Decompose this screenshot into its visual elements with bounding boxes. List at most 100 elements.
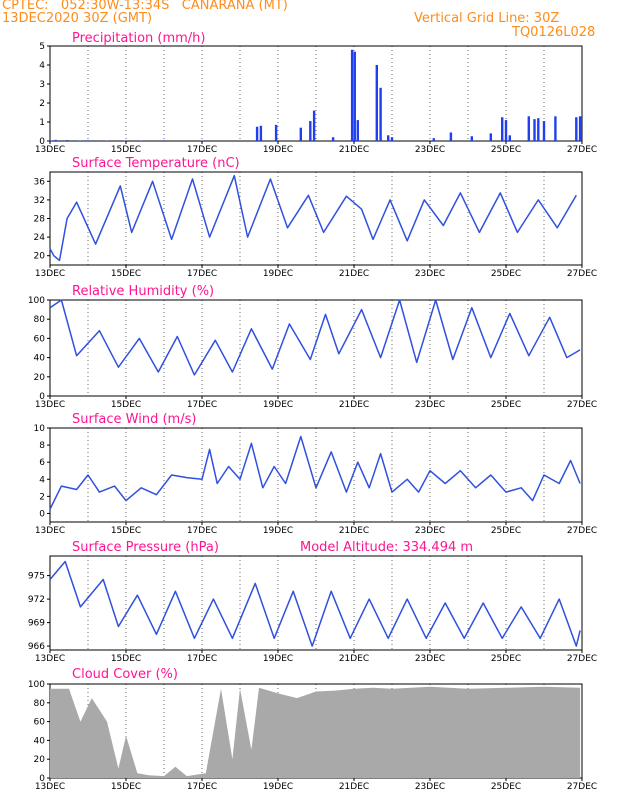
precipitation-bar <box>533 119 536 141</box>
pressure-xtick-label: 17DEC <box>187 654 217 664</box>
humidity-xtick-label: 25DEC <box>491 400 521 410</box>
precipitation-bar <box>432 138 435 141</box>
precipitation-bar <box>65 140 69 141</box>
precipitation-bar <box>259 125 263 141</box>
precipitation-ytick-label: 0 <box>39 137 45 147</box>
precipitation-bar <box>501 117 504 141</box>
precipitation-bar <box>54 139 57 141</box>
precipitation-xtick-label: 19DEC <box>263 145 293 155</box>
pressure-xtick-label: 25DEC <box>491 654 521 664</box>
pressure-ytick-label: 969 <box>28 619 45 629</box>
precipitation-bar <box>575 117 578 141</box>
pressure-xtick-label: 15DEC <box>111 654 141 664</box>
cloud-cover-area <box>50 686 581 778</box>
pressure-title: Surface Pressure (hPa) <box>72 540 219 555</box>
wind-xtick-label: 17DEC <box>187 526 217 536</box>
wind-xtick-label: 13DEC <box>35 526 65 536</box>
pressure-xtick-label: 13DEC <box>35 654 65 664</box>
pressure-ytick-label: 972 <box>28 595 45 605</box>
wind-series-line <box>49 435 581 510</box>
humidity-xtick-label: 27DEC <box>567 400 597 410</box>
precipitation-bar <box>255 126 259 141</box>
precipitation-bar <box>542 121 546 141</box>
wind-ytick-label: 6 <box>39 458 45 468</box>
temperature-xtick-label: 13DEC <box>35 269 65 279</box>
header-station: CPTEC: 052:30W-13:34S CANARANA (MT) <box>2 0 288 13</box>
precipitation-bar <box>449 132 453 141</box>
precipitation-xtick-label: 17DEC <box>187 145 217 155</box>
temperature-xtick-label: 21DEC <box>339 269 369 279</box>
pressure-annotation: Model Altitude: 334.494 m <box>300 540 473 555</box>
precipitation-bar <box>390 137 394 141</box>
humidity-ytick-label: 20 <box>34 373 46 383</box>
wind-xtick-label: 23DEC <box>415 526 445 536</box>
humidity-ytick-label: 0 <box>39 392 45 402</box>
precipitation-xtick-label: 13DEC <box>35 145 65 155</box>
cloud-cover-xtick-label: 15DEC <box>111 782 141 792</box>
humidity-xtick-label: 17DEC <box>187 400 217 410</box>
pressure-xtick-label: 23DEC <box>415 654 445 664</box>
precipitation-bar <box>49 140 52 141</box>
humidity-ytick-label: 80 <box>34 315 46 325</box>
cloud-cover-xtick-label: 17DEC <box>187 782 217 792</box>
temperature-xtick-label: 27DEC <box>567 269 597 279</box>
temperature-xtick-label: 23DEC <box>415 269 445 279</box>
temperature-ytick-label: 20 <box>34 252 46 262</box>
temperature-ytick-label: 28 <box>34 215 46 225</box>
precipitation-title: Precipitation (mm/h) <box>72 31 205 46</box>
wind-ytick-label: 2 <box>39 492 45 502</box>
precipitation-xtick-label: 21DEC <box>339 145 369 155</box>
precipitation-bar <box>350 49 354 141</box>
cloud-cover-xtick-label: 25DEC <box>491 782 521 792</box>
precipitation-bar <box>309 121 312 141</box>
wind-ytick-label: 10 <box>34 424 46 434</box>
cloud-cover-ytick-label: 20 <box>34 755 46 765</box>
cloud-cover-title: Cloud Cover (%) <box>72 667 178 682</box>
pressure-ytick-label: 966 <box>28 642 45 652</box>
cloud-cover-ytick-label: 100 <box>28 680 45 690</box>
precipitation-bar <box>578 116 582 141</box>
temperature-xtick-label: 17DEC <box>187 269 217 279</box>
precipitation-xtick-label: 27DEC <box>567 145 597 155</box>
precipitation-bar <box>122 140 126 141</box>
humidity-xtick-label: 13DEC <box>35 400 65 410</box>
humidity-xtick-label: 21DEC <box>339 400 369 410</box>
precipitation-bar <box>299 127 302 141</box>
precipitation-bar <box>162 140 166 141</box>
header-run-time: 13DEC2020 30Z (GMT) <box>2 11 153 26</box>
cloud-cover-ytick-label: 60 <box>34 718 46 728</box>
humidity-ytick-label: 60 <box>34 334 46 344</box>
cloud-cover-xtick-label: 13DEC <box>35 782 65 792</box>
humidity-xtick-label: 23DEC <box>415 400 445 410</box>
wind-frame <box>49 427 583 523</box>
header-grid-note: Vertical Grid Line: 30Z <box>414 11 560 26</box>
cloud-cover-xtick-label: 27DEC <box>567 782 597 792</box>
header-model-code: TQ0126L028 <box>512 25 596 40</box>
precipitation-ytick-label: 1 <box>39 118 45 128</box>
precipitation-bar <box>200 140 204 141</box>
cloud-cover-ytick-label: 40 <box>34 736 46 746</box>
precipitation-bar <box>470 136 473 141</box>
humidity-series-line <box>49 299 581 376</box>
precipitation-ytick-label: 5 <box>39 42 45 52</box>
temperature-title: Surface Temperature (nC) <box>72 156 240 171</box>
precipitation-bar <box>353 51 356 142</box>
pressure-ytick-label: 975 <box>28 572 45 582</box>
cloud-cover-ytick-label: 80 <box>34 699 46 709</box>
wind-ytick-label: 0 <box>39 509 45 519</box>
humidity-title: Relative Humidity (%) <box>72 284 214 299</box>
cloud-cover-xtick-label: 19DEC <box>263 782 293 792</box>
precipitation-ytick-label: 3 <box>39 80 45 90</box>
temperature-ytick-label: 32 <box>34 196 45 206</box>
precipitation-bar <box>379 87 382 141</box>
precipitation-xtick-label: 25DEC <box>491 145 521 155</box>
precipitation-xtick-label: 23DEC <box>415 145 445 155</box>
cloud-cover-ytick-label: 0 <box>39 774 45 784</box>
humidity-xtick-label: 19DEC <box>263 400 293 410</box>
precipitation-bar <box>86 140 90 141</box>
precipitation-bar <box>331 137 335 141</box>
precipitation-bar <box>554 116 557 141</box>
precipitation-bar <box>504 120 508 141</box>
precipitation-ytick-label: 2 <box>39 99 45 109</box>
pressure-series-line <box>49 560 581 647</box>
